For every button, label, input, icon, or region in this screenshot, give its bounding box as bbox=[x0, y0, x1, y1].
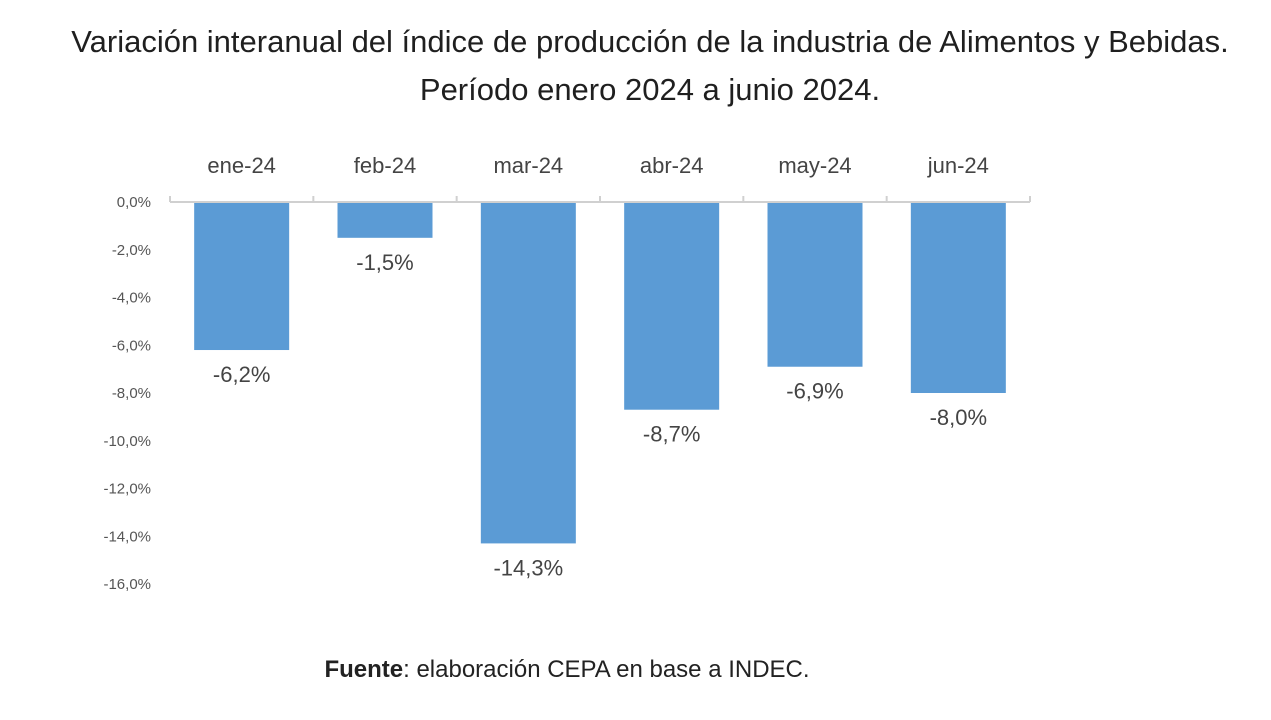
x-tick-label: ene-24 bbox=[207, 153, 276, 178]
y-tick-label: -16,0% bbox=[103, 576, 151, 593]
source-text: : elaboración CEPA en base a INDEC. bbox=[403, 656, 810, 683]
y-tick-label: -6,0% bbox=[112, 337, 151, 354]
data-label: -8,0% bbox=[930, 405, 987, 430]
bar bbox=[194, 202, 290, 351]
x-tick-label: may-24 bbox=[778, 153, 851, 178]
y-tick-label: -8,0% bbox=[112, 385, 151, 402]
x-axis: ene-24 feb-24 mar-24 abr-24 may-24 jun-24 bbox=[207, 153, 989, 178]
bar bbox=[337, 202, 433, 238]
y-tick-label: -2,0% bbox=[112, 242, 151, 259]
data-label: -6,9% bbox=[786, 379, 843, 404]
x-tick-label: mar-24 bbox=[493, 153, 563, 178]
x-tick-label: abr-24 bbox=[640, 153, 704, 178]
y-tick-label: -14,0% bbox=[103, 528, 151, 545]
bar bbox=[767, 202, 863, 367]
data-labels: -6,2% -1,5% -14,3% -8,7% -6,9% -8,0% bbox=[213, 250, 987, 581]
bar bbox=[910, 202, 1006, 393]
bar-chart: 0,0% -2,0% -4,0% -6,0% -8,0% -10,0% -12,0% -14,… bbox=[103, 153, 1031, 593]
chart-title: Variación interanual del índice de produ… bbox=[71, 24, 1229, 107]
bar bbox=[624, 202, 720, 410]
y-axis: 0,0% -2,0% -4,0% -6,0% -8,0% -10,0% -12,0% -14,… bbox=[103, 194, 151, 593]
bar-series bbox=[194, 202, 1006, 544]
data-label: -1,5% bbox=[356, 250, 413, 275]
y-tick-label: -10,0% bbox=[103, 433, 151, 450]
x-tick-label: feb-24 bbox=[354, 153, 416, 178]
y-tick-label: 0,0% bbox=[117, 194, 151, 211]
source-note: Fuente: elaboración CEPA en base a INDEC… bbox=[0, 656, 1134, 684]
data-label: -8,7% bbox=[643, 422, 700, 447]
y-tick-label: -12,0% bbox=[103, 481, 151, 498]
bar bbox=[480, 202, 576, 544]
data-label: -14,3% bbox=[493, 555, 563, 580]
y-tick-label: -4,0% bbox=[112, 290, 151, 307]
data-label: -6,2% bbox=[213, 362, 270, 387]
source-label: Fuente bbox=[324, 656, 404, 683]
x-tick-label: jun-24 bbox=[927, 153, 989, 178]
